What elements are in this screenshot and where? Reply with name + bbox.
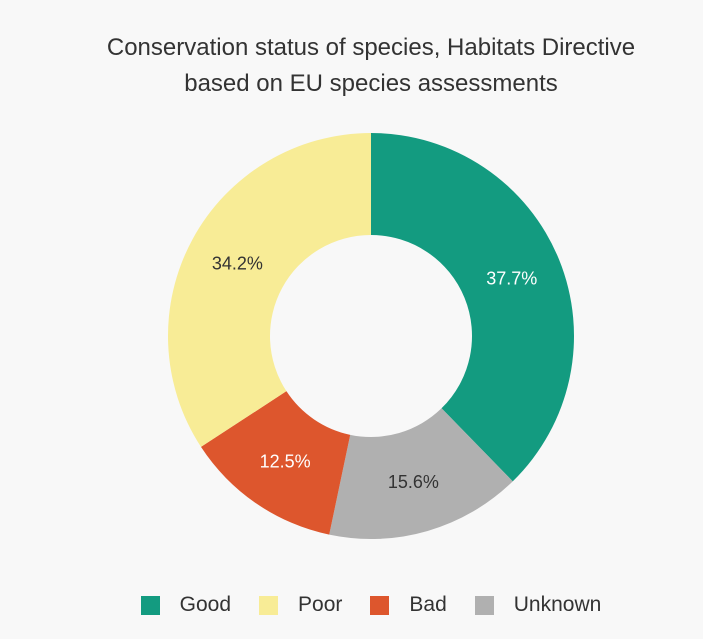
slice-label-unknown: 15.6% [388, 472, 439, 492]
legend-swatch-poor [259, 595, 279, 615]
legend-label-poor: Poor [298, 593, 343, 616]
slice-unknown[interactable] [329, 408, 513, 539]
legend-swatch-unknown [474, 595, 494, 615]
slice-good[interactable] [371, 133, 575, 482]
legend-label-good: Good [179, 593, 232, 616]
slice-label-poor: 34.2% [212, 254, 263, 274]
chart-title: Conservation status of species, Habitats… [0, 30, 703, 102]
legend-item-poor[interactable]: Poor [259, 593, 342, 617]
legend-item-bad[interactable]: Bad [370, 593, 447, 617]
legend-swatch-bad [370, 595, 390, 615]
slice-bad[interactable] [200, 391, 351, 535]
legend-item-unknown[interactable]: Unknown [474, 593, 602, 617]
slice-poor[interactable] [167, 133, 371, 447]
chart-title-line-2: based on EU species assessments [184, 70, 558, 97]
legend-swatch-good [140, 595, 160, 615]
slice-label-good: 37.7% [486, 269, 537, 289]
slice-label-bad: 12.5% [260, 451, 311, 471]
donut-slice-labels: 37.7% 15.6% 12.5% 34.2% [212, 254, 537, 492]
legend-item-good[interactable]: Good [140, 593, 232, 617]
chart-title-line-1: Conservation status of species, Habitats… [106, 34, 636, 61]
legend: Good Poor Bad Unknown [0, 588, 703, 622]
legend-label-unknown: Unknown [513, 593, 602, 616]
legend-label-bad: Bad [409, 593, 447, 616]
donut-slices [167, 133, 575, 539]
